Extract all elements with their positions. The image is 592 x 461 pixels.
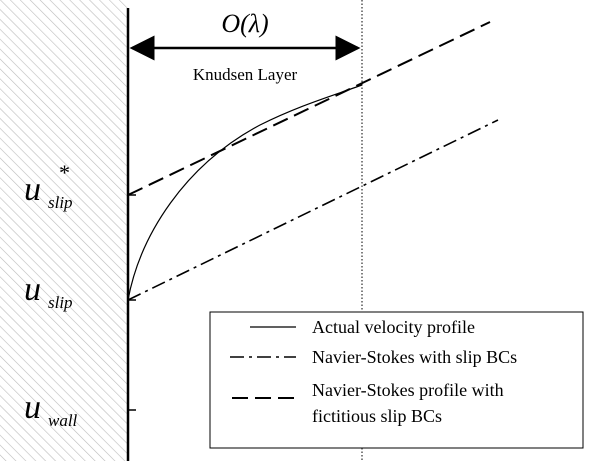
legend-text: Actual velocity profile [312, 317, 475, 337]
subscript: wall [48, 411, 78, 430]
subscript: slip [48, 193, 73, 212]
scale-label: O(λ) [221, 9, 268, 38]
symbol: u [24, 389, 41, 426]
legend-box [209, 311, 584, 449]
legend-text: fictitious slip BCs [312, 406, 442, 426]
legend-text: Navier-Stokes profile with [312, 380, 504, 400]
symbol: u [24, 171, 41, 208]
layer-label: Knudsen Layer [193, 65, 298, 84]
subscript: slip [48, 293, 73, 312]
actual-profile [127, 84, 363, 301]
superscript: * [58, 160, 69, 185]
symbol: u [24, 271, 41, 308]
fictitious-slip-line [127, 21, 491, 196]
slip-line [127, 119, 499, 301]
legend-text: Navier-Stokes with slip BCs [312, 347, 517, 367]
wall-hatch [0, 0, 128, 461]
